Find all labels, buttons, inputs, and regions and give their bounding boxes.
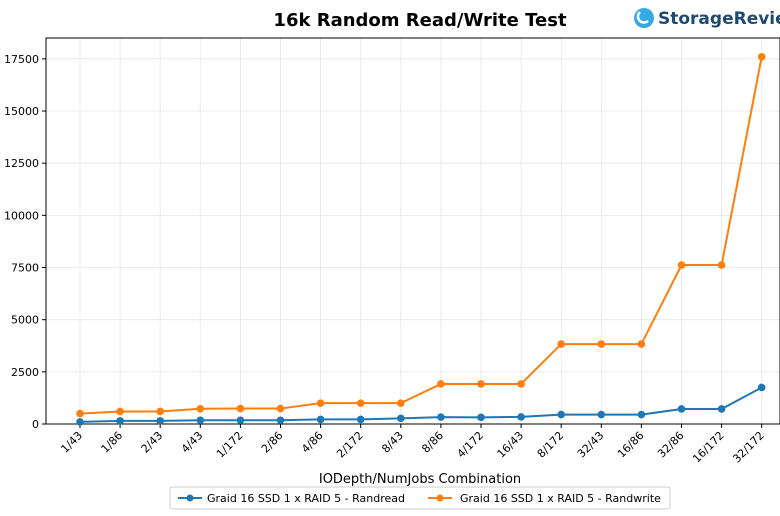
data-point-series-0 (196, 416, 205, 425)
data-point-series-0 (757, 383, 766, 392)
data-point-series-1 (196, 404, 205, 413)
data-point-series-0 (76, 418, 84, 426)
data-point-series-1 (517, 380, 525, 388)
y-tick-label: 7500 (11, 262, 39, 275)
data-point-series-0 (437, 413, 445, 421)
data-point-series-0 (637, 410, 646, 419)
data-point-series-1 (637, 340, 646, 348)
series (76, 52, 766, 426)
legend-swatch-marker (186, 494, 194, 502)
data-point-series-1 (557, 340, 565, 348)
data-point-series-1 (276, 404, 285, 413)
x-tick-label: 4/43 (179, 429, 206, 456)
x-axis-label: IODepth/NumJobs Combination (319, 472, 521, 487)
data-point-series-1 (757, 52, 766, 61)
data-point-series-1 (236, 404, 245, 413)
x-tick-label: 2/43 (139, 429, 166, 456)
data-point-series-0 (397, 414, 405, 423)
logo-text: StorageReview (658, 9, 780, 29)
x-tick-label: 8/86 (419, 429, 446, 456)
data-point-series-0 (276, 416, 285, 425)
data-point-series-1 (717, 261, 726, 269)
y-axis-ticks: 0 2500 5000 7500 10000 12500 15000 17500 (4, 53, 46, 431)
x-tick-label: 16/86 (615, 429, 647, 461)
legend-swatch-marker (436, 494, 444, 502)
x-tick-label: 1/172 (214, 429, 246, 461)
x-tick-label: 2/172 (334, 429, 366, 461)
data-point-series-1 (397, 399, 405, 407)
chart-title: 16k Random Read/Write Test (273, 10, 567, 31)
x-tick-label: 8/172 (535, 429, 567, 461)
data-point-series-1 (156, 407, 164, 416)
logo-icon-mark (636, 11, 649, 24)
grid (46, 38, 780, 425)
data-point-series-0 (557, 410, 565, 419)
data-point-series-1 (316, 399, 325, 407)
legend-item-randwrite[interactable]: Graid 16 SSD 1 x RAID 5 - Randwrite (428, 492, 661, 505)
y-tick-label: 17500 (4, 53, 39, 66)
x-tick-label: 16/43 (495, 429, 527, 461)
x-tick-label: 2/86 (259, 429, 286, 456)
data-point-series-0 (116, 417, 124, 425)
legend-label-randread: Graid 16 SSD 1 x RAID 5 - Randread (207, 492, 405, 505)
x-tick-label: 32/86 (655, 429, 687, 461)
x-tick-label: 1/86 (99, 429, 126, 456)
x-tick-label: 32/43 (575, 429, 607, 461)
series-line-0 (79, 386, 763, 423)
legend-label-randwrite: Graid 16 SSD 1 x RAID 5 - Randwrite (460, 492, 661, 505)
data-point-series-1 (76, 409, 84, 418)
data-point-series-1 (477, 380, 485, 388)
data-point-series-0 (677, 405, 686, 413)
data-point-series-1 (597, 340, 606, 348)
data-point-series-0 (316, 415, 325, 424)
y-tick-label: 2500 (11, 366, 39, 379)
data-point-series-0 (156, 417, 164, 425)
data-point-series-0 (517, 413, 525, 421)
y-tick-label: 10000 (4, 209, 39, 222)
plot-frame (45, 37, 780, 425)
y-tick-label: 12500 (4, 157, 39, 170)
x-tick-label: 1/43 (58, 429, 85, 456)
y-tick-label: 15000 (4, 105, 39, 118)
data-point-series-1 (677, 261, 686, 269)
x-tick-label: 8/43 (379, 429, 406, 456)
data-point-series-1 (116, 407, 124, 416)
y-tick-label: 5000 (11, 314, 39, 327)
legend: Graid 16 SSD 1 x RAID 5 - Randread Graid… (169, 486, 671, 510)
x-tick-label: 32/172 (730, 429, 767, 466)
axes (45, 37, 780, 425)
x-tick-label: 4/86 (299, 429, 326, 456)
legend-item-randread[interactable]: Graid 16 SSD 1 x RAID 5 - Randread (178, 492, 405, 505)
data-point-series-0 (356, 415, 365, 424)
legend-box (169, 486, 671, 510)
series-line-1 (79, 56, 763, 415)
y-tick-label: 0 (32, 418, 39, 431)
x-tick-label: 4/172 (455, 429, 487, 461)
data-point-series-1 (437, 380, 445, 388)
x-tick-label: 16/172 (690, 429, 727, 466)
x-axis-ticks: 1/43 1/86 2/43 4/43 1/172 2/86 4/86 2/172 8/43 8/… (58, 424, 767, 466)
data-point-series-1 (356, 399, 365, 407)
data-point-series-0 (717, 405, 726, 413)
data-point-series-0 (477, 413, 485, 422)
data-point-series-0 (597, 410, 606, 419)
data-point-series-0 (236, 416, 245, 425)
storagereview-logo: StorageReview (634, 8, 780, 29)
